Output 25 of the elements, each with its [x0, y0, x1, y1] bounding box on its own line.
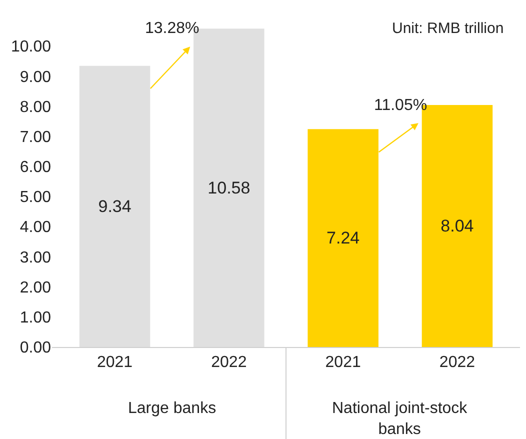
y-tick-label: 6.00 [20, 159, 52, 176]
x-tick-label: 2022 [211, 354, 247, 372]
data-label: 8.04 [440, 216, 474, 236]
y-tick-label: 3.00 [20, 249, 52, 266]
y-tick-label: 1.00 [20, 310, 52, 327]
annotation: 11.05% [374, 97, 428, 114]
y-tick-label: 2.00 [20, 279, 52, 296]
data-label: 9.34 [98, 196, 132, 216]
y-tick-label: 9.00 [20, 68, 52, 86]
y-tick-label: 5.00 [20, 189, 52, 206]
annotation: Unit: RMB trillion [392, 20, 504, 37]
data-label: 7.24 [326, 228, 360, 248]
y-tick-label: 7.00 [20, 128, 52, 146]
x-tick-label: 2022 [439, 354, 476, 372]
y-tick-label: 8.00 [20, 98, 52, 116]
bar [79, 66, 150, 347]
text: Large banks [128, 400, 216, 417]
y-tick-label: 10.00 [10, 38, 52, 56]
x-tick-label: 2021 [325, 354, 361, 372]
x-tick-label: 2021 [96, 354, 133, 372]
text: National joint-stock banks [332, 400, 468, 438]
annotation: 13.28% [145, 20, 200, 37]
y-tick-label: 4.00 [20, 219, 52, 236]
data-label: 10.58 [208, 178, 250, 198]
y-tick-label: 0.00 [20, 340, 52, 357]
